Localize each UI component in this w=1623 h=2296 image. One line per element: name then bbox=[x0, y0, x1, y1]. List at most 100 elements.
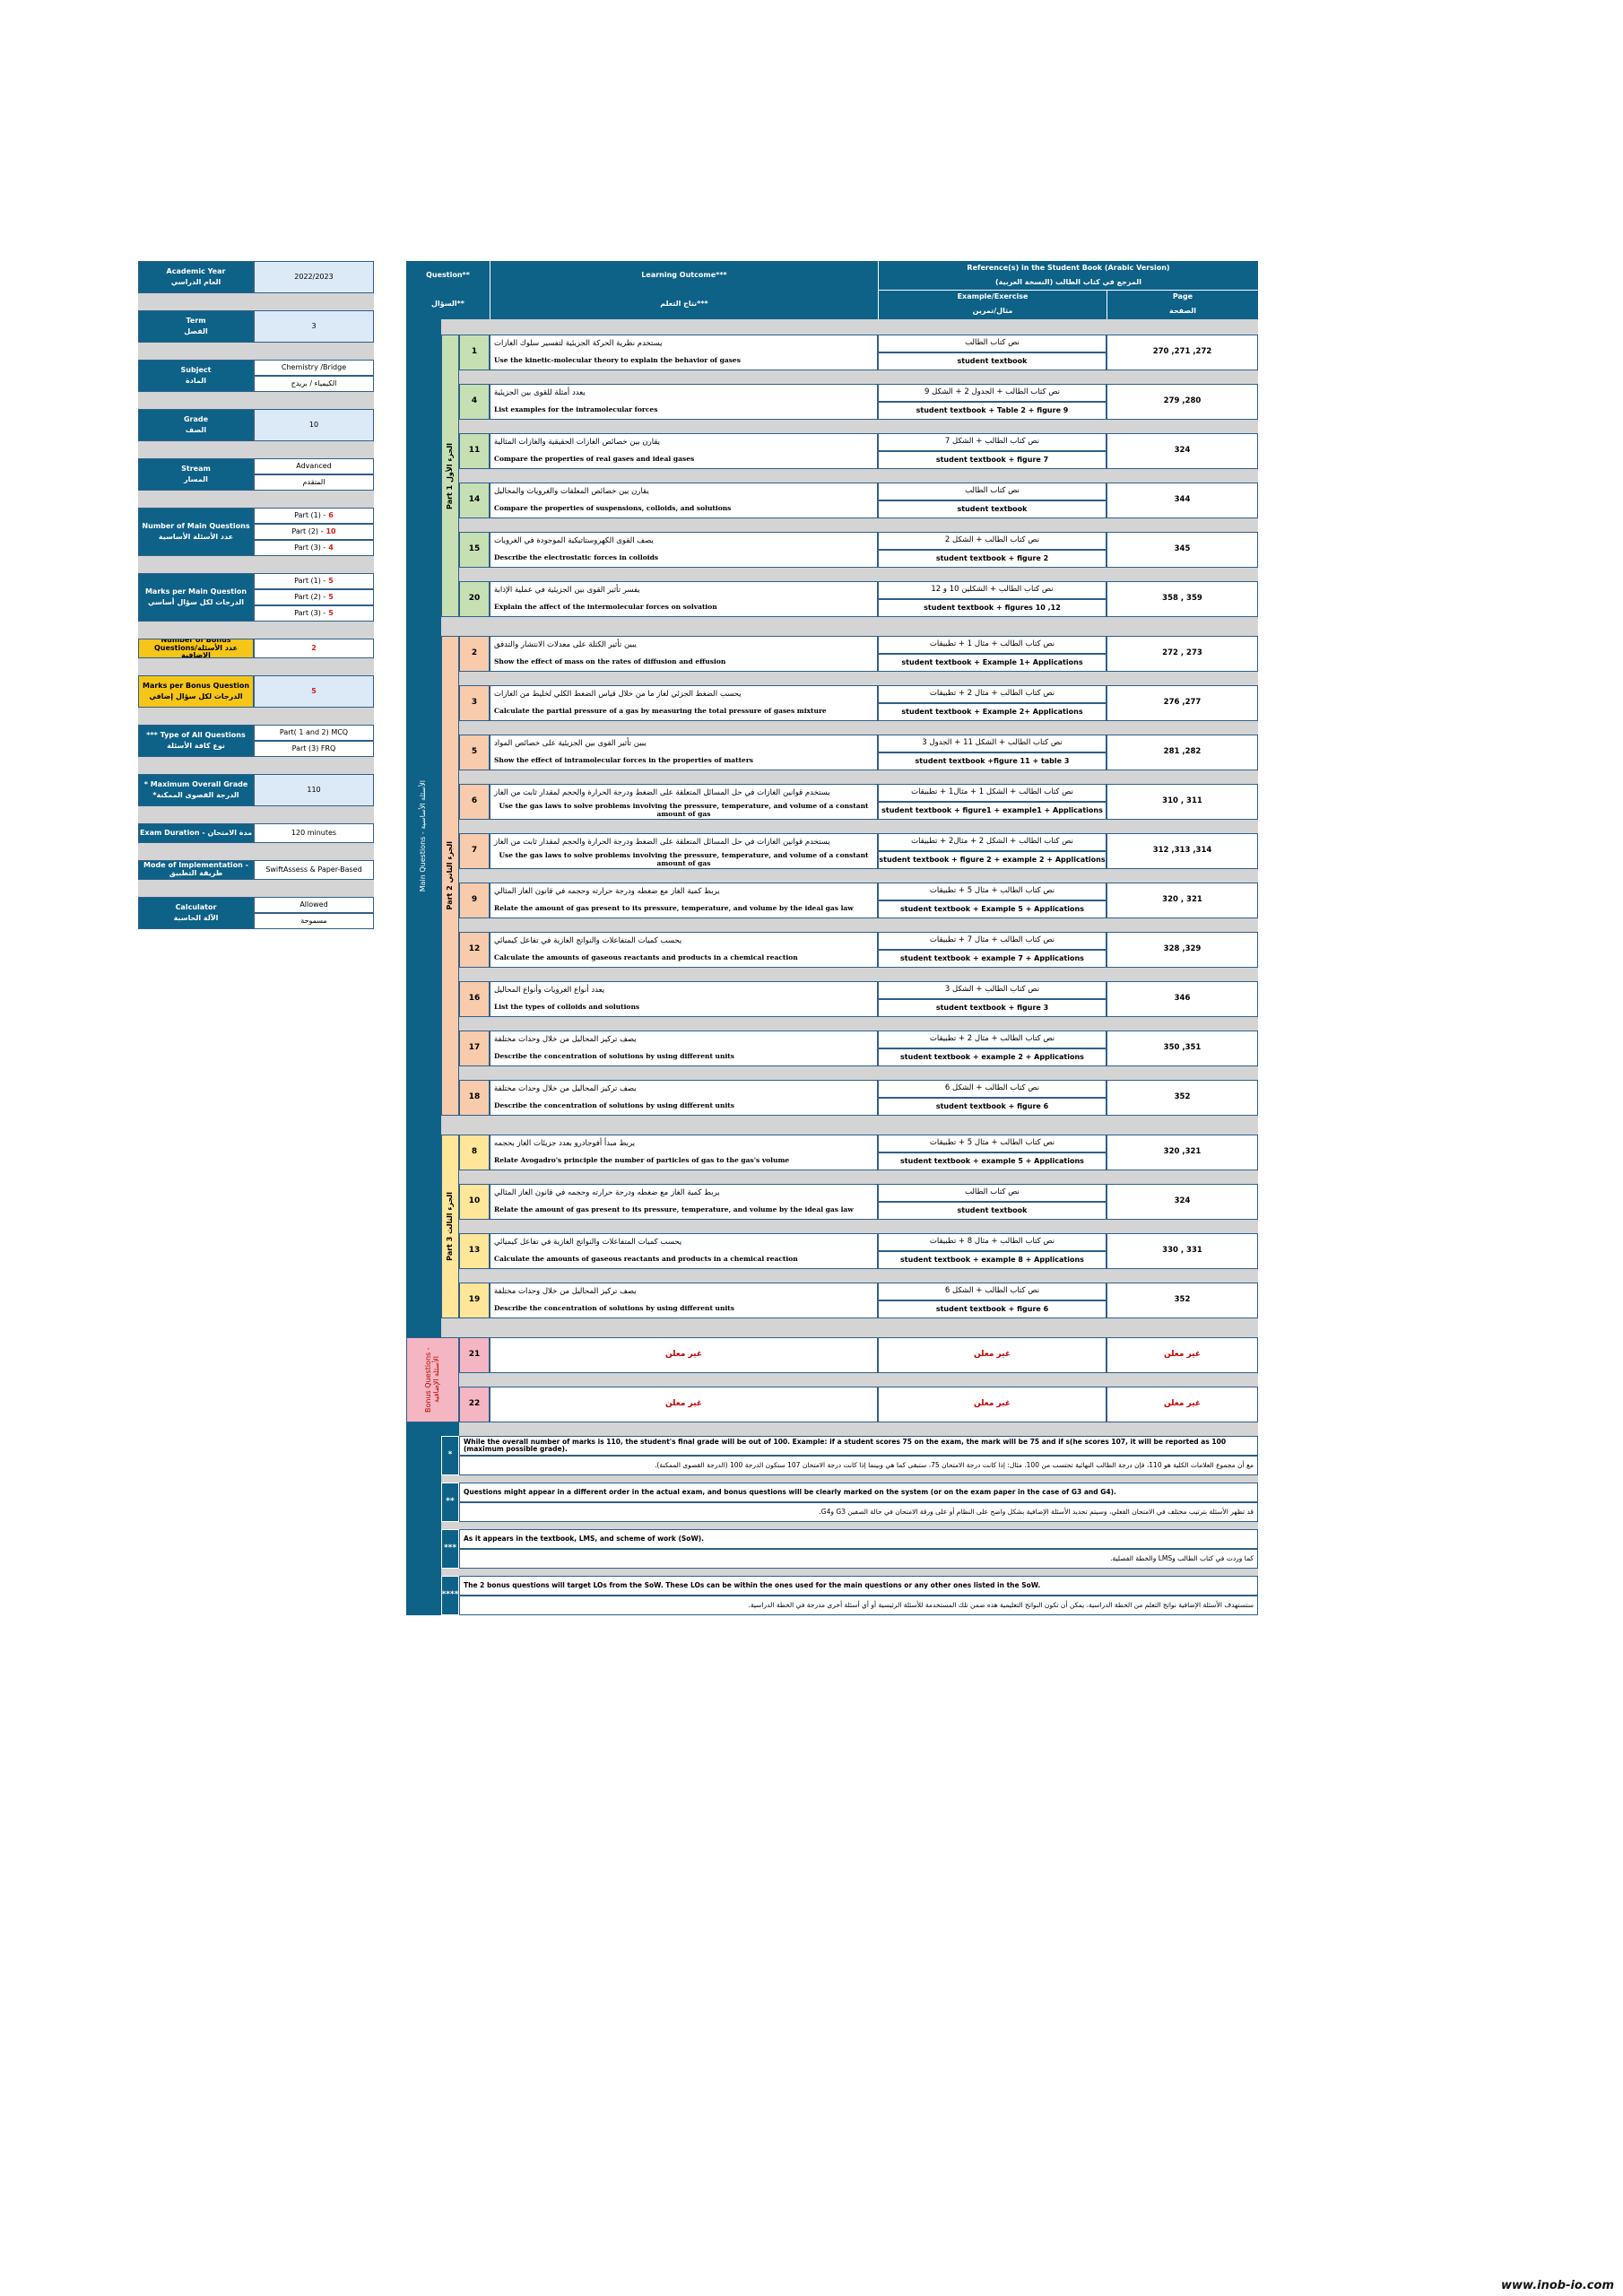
value-text: Part (3) - bbox=[294, 608, 326, 617]
gap-row bbox=[441, 1116, 459, 1129]
reference-en: student textbook + figure 6 bbox=[878, 1098, 1107, 1116]
gap-row bbox=[459, 770, 1258, 784]
value-number: 4 bbox=[328, 543, 334, 552]
question-number: 16 bbox=[459, 981, 490, 1017]
info-value: Part (3) FRQ bbox=[254, 741, 374, 757]
info-label: Calculator الآلة الحاسبة bbox=[138, 897, 254, 929]
label-ar: العام الدراسي bbox=[170, 277, 221, 286]
question-number: 15 bbox=[459, 532, 490, 568]
gap-row bbox=[138, 622, 374, 639]
label-en: Number of Bonus Questions/عدد الأسئلة ال… bbox=[153, 639, 239, 658]
question-number: 9 bbox=[459, 883, 490, 918]
outcome-ar: يعدد أنواع الغرويات وأنواع المحاليل bbox=[490, 981, 878, 999]
reference-ar: نص كتاب الطالب + مثال 2 + تطبيقات bbox=[878, 685, 1107, 703]
page-number: 324 bbox=[1107, 433, 1258, 469]
reference-en: student textbook + Example 1+ Applicatio… bbox=[878, 654, 1107, 672]
label-en: Calculator bbox=[175, 902, 217, 911]
gap-row bbox=[138, 293, 374, 310]
question-number: 1 bbox=[459, 335, 490, 370]
bonus-outcome: غير معلن bbox=[490, 1337, 878, 1373]
gap-row bbox=[459, 1269, 1258, 1283]
reference-ar: نص كتاب الطالب + الشكل 2 bbox=[878, 532, 1107, 550]
page-number: 350 ,351 bbox=[1107, 1031, 1258, 1066]
page-number: 328 ,329 bbox=[1107, 932, 1258, 968]
question-number: 4 bbox=[459, 384, 490, 420]
outcome-en: Calculate the amounts of gaseous reactan… bbox=[490, 1251, 878, 1269]
gap-row bbox=[459, 1373, 1258, 1387]
page-number: 320 , 321 bbox=[1107, 883, 1258, 918]
value-text: مسموحة bbox=[300, 916, 327, 925]
reference-en: student textbook + figure 2 + example 2 … bbox=[878, 851, 1107, 869]
gap-row bbox=[459, 918, 1258, 932]
reference-en: student textbook + figure1 + example1 + … bbox=[878, 802, 1107, 820]
value-text: Part (2) - bbox=[294, 592, 326, 601]
question-number: 17 bbox=[459, 1031, 490, 1066]
gap-row bbox=[441, 1475, 1258, 1483]
info-value: Part (3) -5 bbox=[254, 605, 374, 622]
gap-row bbox=[459, 370, 1258, 384]
reference-en: student textbook + figures 10 ,12 bbox=[878, 599, 1107, 617]
reference-en: student textbook + Example 2+ Applicatio… bbox=[878, 703, 1107, 721]
reference-en: student textbook + example 7 + Applicati… bbox=[878, 950, 1107, 968]
part-label-text: Part 3 الجزء الثالث bbox=[445, 1192, 454, 1261]
outcome-ar: يربط كمية الغاز مع ضغطه ودرجة حرارته وحج… bbox=[490, 1184, 878, 1202]
reference-ar: نص كتاب الطالب + مثال 5 + تطبيقات bbox=[878, 883, 1107, 900]
gap-row bbox=[138, 441, 374, 458]
reference-ar: نص كتاب الطالب + مثال 1 + تطبيقات bbox=[878, 636, 1107, 654]
value-text: Part (3) FRQ bbox=[291, 744, 336, 752]
info-value: 10 bbox=[254, 409, 374, 441]
page-number: 324 bbox=[1107, 1184, 1258, 1220]
gap-row bbox=[459, 721, 1258, 735]
question-number: 10 bbox=[459, 1184, 490, 1220]
page-number: 281 ,282 bbox=[1107, 735, 1258, 770]
bonus-label: Bonus Questions - الأسئلة الإضافية bbox=[406, 1337, 459, 1422]
note-en: Questions might appear in a different or… bbox=[459, 1483, 1258, 1502]
label-en: Number of Main Questions bbox=[142, 521, 250, 530]
page-number: 272 , 273 bbox=[1107, 636, 1258, 672]
value-text: Part (1) - bbox=[294, 576, 326, 585]
label-en: Marks per Bonus Question bbox=[142, 681, 250, 690]
reference-en: student textbook + figure 6 bbox=[878, 1300, 1107, 1318]
page-number: 276 ,277 bbox=[1107, 685, 1258, 721]
label-en: * Maximum Overall Grade bbox=[143, 779, 248, 788]
reference-en: student textbook + example 8 + Applicati… bbox=[878, 1251, 1107, 1269]
outcome-ar: يستخدم قوانين الغازات في حل المسائل المت… bbox=[490, 833, 878, 851]
info-label: Number of Main Questions عدد الأسئلة الأس… bbox=[138, 508, 254, 556]
outcome-ar: يحسب كميات المتفاعلات والنواتج الغازية ف… bbox=[490, 932, 878, 950]
reference-en: student textbook bbox=[878, 1202, 1107, 1220]
value-text: الكيمياء / بريدج bbox=[291, 378, 337, 387]
info-value: الكيمياء / بريدج bbox=[254, 376, 374, 392]
reference-en: student textbook + example 2 + Applicati… bbox=[878, 1048, 1107, 1066]
label-ar: نوع كافة الأسئلة bbox=[167, 741, 225, 750]
reference-ar: نص كتاب الطالب + مثال 8 + تطبيقات bbox=[878, 1233, 1107, 1251]
question-number: 20 bbox=[459, 581, 490, 617]
info-value: 120 minutes bbox=[254, 823, 374, 843]
outcome-en: List examples for the intramolecular for… bbox=[490, 402, 878, 420]
info-value: 3 bbox=[254, 310, 374, 343]
outcome-ar: يربط كمية الغاز مع ضغطه ودرجة حرارته وحج… bbox=[490, 883, 878, 900]
question-number: 6 bbox=[459, 784, 490, 820]
label-en: Academic Year bbox=[166, 266, 226, 275]
outcome-ar: يحسب كميات المتفاعلات والنواتج الغازية ف… bbox=[490, 1233, 878, 1251]
reference-en: student textbook + figure 3 bbox=[878, 999, 1107, 1017]
info-value: SwiftAssess & Paper-Based bbox=[254, 860, 374, 880]
bonus-reference: غير معلن bbox=[878, 1337, 1107, 1373]
value-number: 5 bbox=[328, 608, 334, 617]
reference-ar: نص كتاب الطالب + الشكل 3 bbox=[878, 981, 1107, 999]
value-text: 10 bbox=[308, 420, 319, 429]
header-example: Example/Exercise bbox=[878, 290, 1107, 304]
gap-row bbox=[138, 757, 374, 774]
outcome-en: Relate the amount of gas present to its … bbox=[490, 900, 878, 918]
note-ar: كما وردت في كتاب الطالب وLMS والخطة الفص… bbox=[459, 1549, 1258, 1569]
gap-row bbox=[441, 1332, 1258, 1337]
gap-row bbox=[459, 1116, 1258, 1129]
gap-row bbox=[138, 491, 374, 508]
value-text: Allowed bbox=[299, 900, 328, 909]
info-value: Part (2) -5 bbox=[254, 589, 374, 605]
gap-row bbox=[459, 1422, 1258, 1436]
header-spacer bbox=[441, 319, 1258, 335]
value-number: 2 bbox=[311, 643, 317, 652]
value-text: Chemistry /Bridge bbox=[281, 362, 347, 371]
info-label: *** Type of All Questions نوع كافة الأسئل… bbox=[138, 725, 254, 757]
